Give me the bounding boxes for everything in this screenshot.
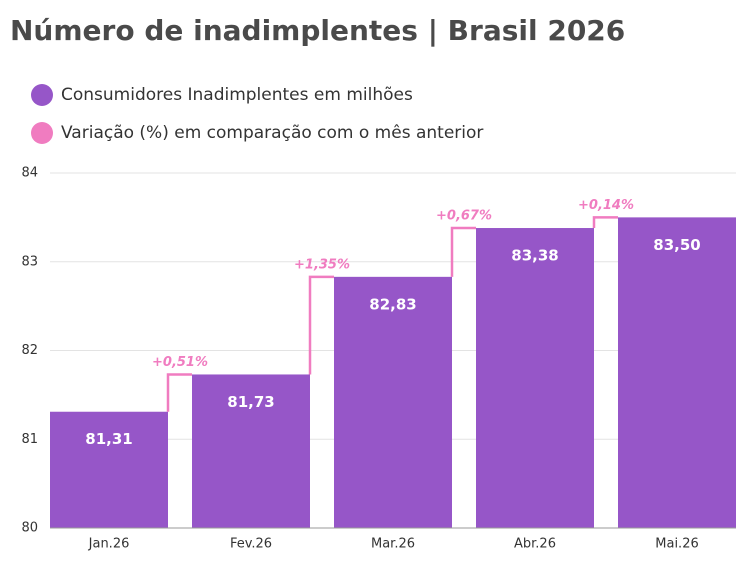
- bar: [334, 276, 452, 528]
- x-tick-label: Abr.26: [514, 537, 556, 552]
- variation-step: [592, 216, 618, 229]
- bar-value-label: 82,83: [369, 295, 416, 313]
- y-tick-label: 82: [21, 343, 38, 358]
- variation-label: +0,14%: [578, 198, 634, 213]
- y-tick-label: 84: [21, 166, 38, 181]
- x-tick-label: Jan.26: [88, 537, 130, 552]
- bar-value-label: 81,73: [227, 393, 274, 411]
- y-tick-label: 81: [21, 432, 38, 447]
- bar: [476, 228, 594, 528]
- bar: [192, 374, 310, 528]
- x-tick-label: Fev.26: [230, 537, 272, 552]
- x-tick-label: Mai.26: [655, 537, 698, 552]
- legend-swatch: [31, 84, 53, 106]
- variation-label: +0,51%: [152, 355, 208, 370]
- bar-value-label: 83,50: [653, 236, 700, 254]
- y-tick-label: 83: [21, 254, 38, 269]
- y-tick-label: 80: [21, 521, 38, 536]
- x-tick-label: Mar.26: [371, 537, 415, 552]
- bar-value-label: 81,31: [85, 430, 132, 448]
- bar: [50, 411, 168, 528]
- legend-label: Variação (%) em comparação com o mês ant…: [61, 123, 483, 143]
- bar-value-label: 83,38: [511, 247, 558, 265]
- variation-step: [166, 373, 192, 412]
- legend-label: Consumidores Inadimplentes em milhões: [61, 85, 413, 105]
- variation-label: +0,67%: [436, 209, 492, 224]
- variation-step: [450, 226, 476, 277]
- variation-step: [308, 275, 334, 375]
- legend-swatch: [31, 122, 53, 144]
- bar: [618, 217, 736, 528]
- variation-label: +1,35%: [294, 257, 350, 272]
- chart-title: Número de inadimplentes | Brasil 2026: [10, 14, 625, 47]
